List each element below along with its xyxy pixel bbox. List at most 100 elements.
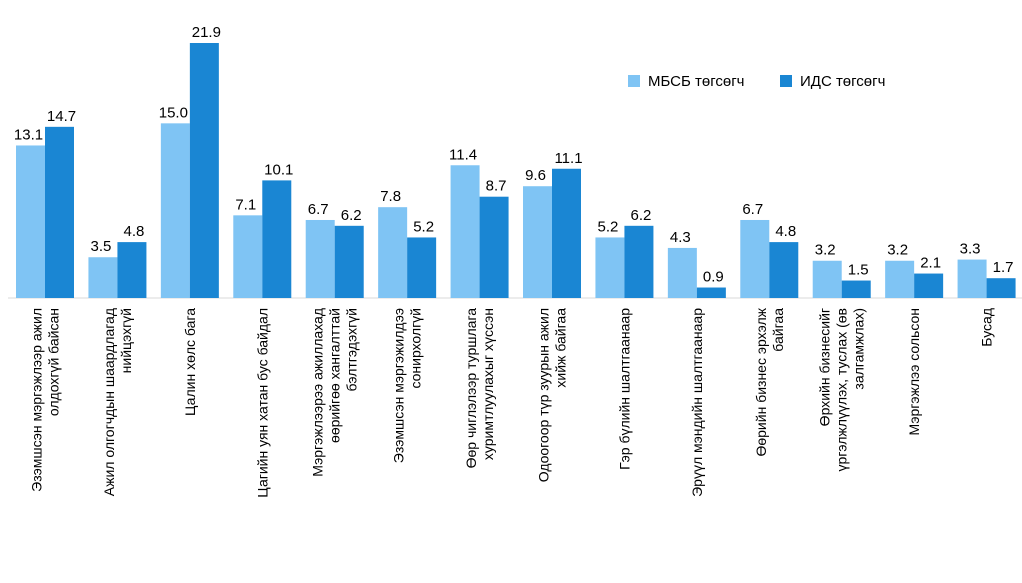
bar-mbsb-6 — [450, 165, 480, 298]
data-label-mbsb-3: 7.1 — [235, 196, 256, 213]
data-label-mbsb-10: 6.7 — [742, 201, 763, 218]
bar-mbsb-10 — [740, 219, 770, 298]
category-label-line: Мэргэжлээрээ ажиллахад — [310, 308, 326, 477]
category-label-line: Цагийн уян хатан бус байдал — [254, 308, 270, 498]
category-label-line: Эрүүл мэндийн шалтгаанаар — [689, 308, 705, 497]
data-label-ids-13: 1.7 — [993, 259, 1014, 276]
category-label-line: олдохгүй байсан — [46, 308, 62, 416]
category-label-3: Цагийн уян хатан бус байдал — [254, 308, 270, 498]
data-label-ids-12: 2.1 — [920, 255, 941, 272]
category-label-line: өөрийгөө хангалттай — [327, 308, 343, 443]
legend-swatch-1 — [780, 75, 792, 87]
category-label-line: Одоогоор түр зуурын ажил — [536, 308, 552, 482]
category-label-line: Цалин хөлс бага — [182, 308, 198, 416]
bar-mbsb-7 — [523, 186, 552, 298]
bar-mbsb-4 — [305, 219, 335, 298]
bar-mbsb-2 — [160, 123, 190, 298]
bar-mbsb-11 — [812, 260, 842, 298]
category-label-line: сонирхолгүй — [408, 308, 424, 389]
category-label-10: Өөрийн бизнес эрхэлжбайгаа — [753, 307, 786, 456]
bar-mbsb-3 — [233, 215, 263, 298]
category-label-9: Эрүүл мэндийн шалтгаанаар — [689, 308, 705, 497]
data-label-mbsb-7: 9.6 — [525, 167, 546, 184]
category-label-line: Гэр бүлийн шалтгаанаар — [616, 308, 632, 470]
data-label-ids-6: 8.7 — [486, 178, 507, 195]
bar-ids-10 — [769, 242, 799, 298]
bar-ids-1 — [117, 242, 147, 298]
bar-mbsb-13 — [957, 259, 987, 298]
bar-mbsb-0 — [16, 145, 45, 298]
bar-mbsb-12 — [885, 260, 915, 298]
data-label-ids-4: 6.2 — [341, 207, 362, 224]
category-label-0: Эзэмшсэн мэргэжлээр ажилолдохгүй байсан — [29, 308, 62, 492]
category-label-line: Өөрийн бизнес эрхэлж — [753, 307, 769, 456]
data-label-mbsb-13: 3.3 — [960, 241, 981, 258]
category-label-4: Мэргэжлээрээ ажиллахадөөрийгөө хангалтта… — [310, 308, 360, 477]
legend-label-0: МБСБ төгсөгч — [648, 73, 745, 90]
category-label-2: Цалин хөлс бага — [182, 308, 198, 416]
category-label-line: Эзэмшсэн мэргэжлээр ажил — [29, 308, 45, 492]
data-label-ids-0: 14.7 — [47, 108, 76, 125]
category-label-line: хийж байгаа — [553, 308, 569, 388]
category-label-6: Өөр чиглэлээр туршлагахуримтлуулахыг хүс… — [463, 308, 496, 469]
bar-ids-8 — [624, 225, 654, 298]
bar-mbsb-9 — [667, 247, 697, 298]
category-label-line: Ажил олгогчдын шаардлагад — [101, 308, 117, 496]
bar-ids-9 — [696, 287, 726, 298]
bar-ids-4 — [334, 225, 364, 298]
data-label-mbsb-5: 7.8 — [380, 188, 401, 205]
data-label-ids-9: 0.9 — [703, 269, 724, 286]
data-label-ids-2: 21.9 — [192, 24, 221, 41]
data-label-mbsb-4: 6.7 — [308, 201, 329, 218]
data-label-ids-11: 1.5 — [848, 262, 869, 279]
bar-ids-7 — [552, 168, 581, 298]
bar-ids-6 — [479, 196, 509, 298]
bar-mbsb-1 — [88, 257, 118, 298]
bar-ids-0 — [45, 126, 74, 298]
bar-ids-5 — [407, 237, 437, 298]
legend-swatch-0 — [628, 75, 640, 87]
data-label-mbsb-11: 3.2 — [815, 242, 836, 259]
category-label-line: нийцэхгүй — [118, 308, 134, 373]
data-label-ids-10: 4.8 — [775, 223, 796, 240]
data-label-ids-8: 6.2 — [630, 207, 651, 224]
data-label-mbsb-0: 13.1 — [14, 126, 43, 143]
category-label-line: Бусад — [979, 308, 995, 347]
category-label-line: үргэлжлүүлэх, туслах (өв — [834, 308, 850, 472]
data-label-ids-5: 5.2 — [413, 218, 434, 235]
data-label-mbsb-1: 3.5 — [90, 238, 111, 255]
category-label-line: бэлтгэдэхгүй — [344, 308, 360, 391]
bar-mbsb-5 — [378, 207, 408, 298]
bar-ids-2 — [189, 43, 219, 298]
data-label-ids-7: 11.1 — [554, 150, 582, 167]
category-label-12: Мэргэжлээ сольсон — [906, 308, 922, 435]
category-label-line: Өрхийн бизнесийг — [817, 308, 833, 426]
category-label-line: байгаа — [770, 308, 786, 352]
category-label-line: хуримтлуулахыг хүссэн — [480, 308, 496, 460]
bar-ids-3 — [262, 180, 292, 298]
bar-ids-12 — [914, 273, 944, 298]
category-label-line: Мэргэжлээ сольсон — [906, 308, 922, 435]
category-label-11: Өрхийн бизнесийгүргэлжлүүлэх, туслах (өв… — [817, 308, 867, 472]
category-label-8: Гэр бүлийн шалтгаанаар — [616, 308, 632, 470]
bar-mbsb-8 — [595, 237, 625, 298]
data-label-ids-3: 10.1 — [264, 161, 293, 178]
category-label-line: залгамжлах) — [851, 308, 867, 390]
data-label-mbsb-2: 15.0 — [159, 104, 188, 121]
category-label-1: Ажил олгогчдын шаардлагаднийцэхгүй — [101, 308, 134, 496]
category-label-7: Одоогоор түр зуурын ажилхийж байгаа — [536, 308, 569, 482]
bar-ids-11 — [841, 280, 871, 298]
data-label-ids-1: 4.8 — [123, 223, 144, 240]
bar-ids-13 — [986, 278, 1016, 298]
data-label-mbsb-12: 3.2 — [887, 242, 908, 259]
category-label-13: Бусад — [979, 308, 995, 347]
category-label-5: Эзэмшсэн мэргэжилдээсонирхолгүй — [391, 308, 424, 463]
category-label-line: Өөр чиглэлээр туршлага — [463, 308, 479, 469]
category-label-line: Эзэмшсэн мэргэжилдээ — [391, 308, 407, 463]
data-label-mbsb-9: 4.3 — [670, 229, 691, 246]
data-label-mbsb-8: 5.2 — [597, 218, 618, 235]
legend-label-1: ИДС төгсөгч — [800, 73, 885, 90]
data-label-mbsb-6: 11.4 — [449, 146, 477, 163]
